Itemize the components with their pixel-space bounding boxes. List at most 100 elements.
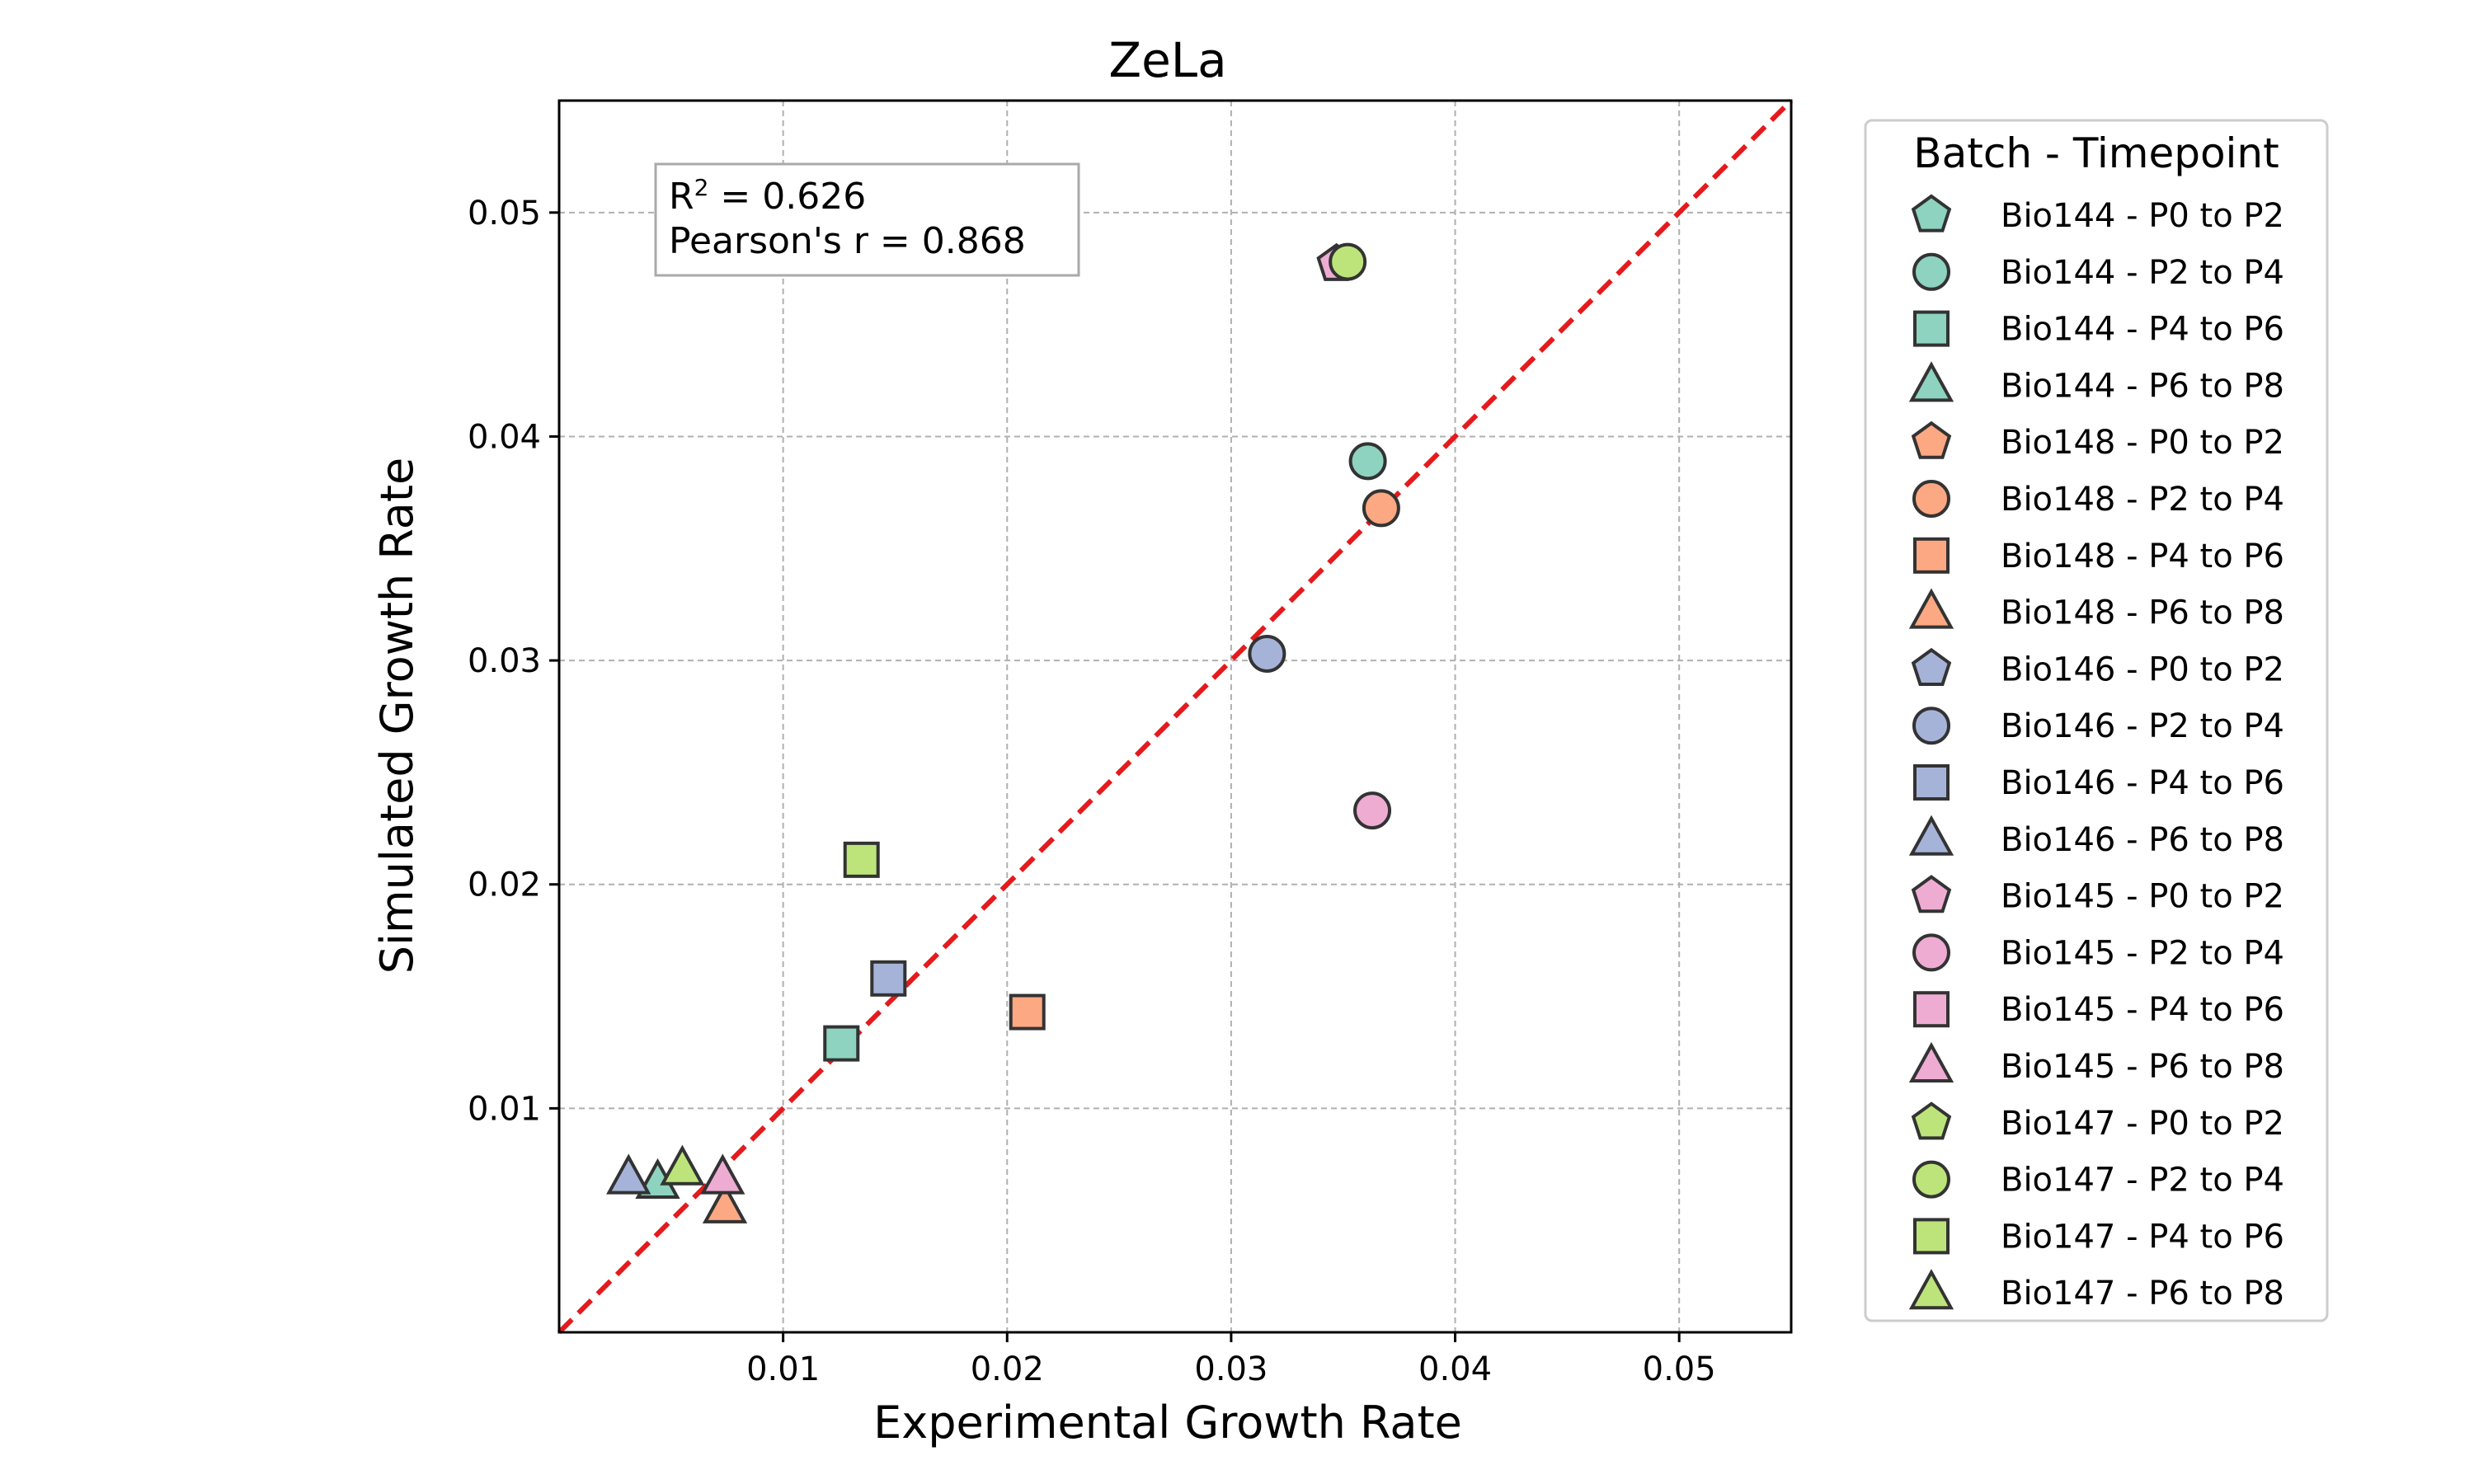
legend-label: Bio147 - P2 to P4 (2001, 1162, 2284, 1200)
legend-marker-square (1913, 991, 1950, 1028)
legend-marker-circle (1912, 933, 1950, 972)
legend-marker-circle (1912, 252, 1950, 291)
legend-item: Bio144 - P2 to P4 (1912, 252, 2284, 292)
point-bio146-p6-to-p8 (606, 1153, 651, 1195)
point-bio148-p6-to-p8 (702, 1182, 748, 1223)
legend-label: Bio147 - P6 to P8 (2001, 1275, 2284, 1313)
x-tick-label: 0.02 (971, 1350, 1044, 1388)
legend-item: Bio144 - P0 to P2 (1911, 194, 2284, 235)
legend-marker-square (1913, 764, 1950, 801)
y-tick-label: 0.02 (468, 866, 541, 904)
data-points (606, 242, 1400, 1223)
legend-item: Bio148 - P2 to P4 (1912, 480, 2284, 519)
legend-marker-pentagon (1911, 875, 1952, 913)
legend-label: Bio147 - P4 to P6 (2001, 1218, 2284, 1256)
legend-label: Bio145 - P2 to P4 (2001, 934, 2284, 972)
legend-label: Bio144 - P0 to P2 (2001, 197, 2284, 235)
y-tick-label: 0.03 (468, 642, 541, 680)
legend-item: Bio144 - P6 to P8 (1908, 361, 2284, 405)
legend-marker-pentagon (1911, 420, 1952, 459)
point-bio148-p2-to-p4 (1362, 489, 1400, 528)
legend-item: Bio146 - P2 to P4 (1912, 707, 2284, 745)
plot-frame (557, 99, 1793, 1334)
legend-marker-triangle (1908, 815, 1954, 856)
legend-title: Batch - Timepoint (1913, 129, 2279, 177)
stats-box-frame (654, 162, 1080, 277)
legend-item: Bio145 - P0 to P2 (1911, 875, 2284, 916)
legend-marker-triangle (1908, 1269, 1954, 1310)
legend-marker-triangle (1908, 588, 1954, 629)
legend-marker-triangle (1908, 1041, 1954, 1082)
legend-label: Bio145 - P4 to P6 (2001, 991, 2284, 1029)
legend-item: Bio147 - P2 to P4 (1912, 1160, 2284, 1200)
legend-label: Bio146 - P4 to P6 (2001, 764, 2284, 802)
legend-marker-pentagon (1911, 194, 1952, 232)
legend-marker-circle (1912, 707, 1950, 745)
x-axis-label: Experimental Growth Rate (873, 1397, 1462, 1449)
y-axis-label: Simulated Growth Rate (371, 458, 423, 974)
legend-label: Bio147 - P0 to P2 (2001, 1105, 2284, 1143)
legend-item: Bio147 - P4 to P6 (1913, 1218, 2284, 1256)
legend-label: Bio148 - P2 to P4 (2001, 481, 2284, 519)
legend-item: Bio145 - P6 to P8 (1908, 1041, 2284, 1086)
reference-line (557, 98, 1794, 1335)
point-bio144-p2-to-p4 (1348, 442, 1387, 481)
legend-marker-circle (1912, 1160, 1950, 1199)
point-bio147-p6-to-p8 (660, 1144, 705, 1186)
legend-item: Bio146 - P0 to P2 (1911, 647, 2284, 688)
legend-item: Bio145 - P4 to P6 (1913, 991, 2284, 1029)
legend-label: Bio148 - P6 to P8 (2001, 594, 2284, 632)
legend-item: Bio148 - P4 to P6 (1913, 537, 2284, 575)
legend-label: Bio145 - P6 to P8 (2001, 1048, 2284, 1086)
legend-marker-square (1913, 1218, 1950, 1255)
point-bio148-p4-to-p6 (1009, 993, 1046, 1031)
point-bio146-p2-to-p4 (1248, 634, 1286, 673)
legend-item: Bio148 - P6 to P8 (1908, 588, 2284, 632)
point-bio144-p4-to-p6 (823, 1025, 860, 1062)
stats-box: R2 = 0.626 Pearson's r = 0.868 (654, 162, 1080, 277)
point-bio145-p2-to-p4 (1353, 791, 1392, 830)
legend-items: Bio144 - P0 to P2 Bio144 - P2 to P4 Bio144… (1908, 194, 2284, 1313)
legend-label: Bio148 - P4 to P6 (2001, 538, 2284, 575)
legend-label: Bio148 - P0 to P2 (2001, 424, 2284, 462)
legend-marker-pentagon (1911, 647, 1952, 687)
legend-marker-square (1913, 310, 1950, 347)
reference-line-group (557, 98, 1794, 1335)
legend-item: Bio147 - P0 to P2 (1911, 1101, 2284, 1143)
y-tick-label: 0.01 (468, 1090, 541, 1128)
legend-label: Bio144 - P4 to P6 (2001, 311, 2284, 349)
y-tick-label: 0.04 (468, 418, 541, 456)
legend-item: Bio146 - P6 to P8 (1908, 815, 2284, 859)
legend-marker-circle (1912, 480, 1950, 518)
x-tick-label: 0.03 (1194, 1350, 1268, 1388)
axes: 0.01 0.02 0.03 0.04 0.05 0.01 0.02 0.03 0.04 0.05 (468, 99, 1793, 1388)
x-tick-label: 0.04 (1418, 1350, 1492, 1388)
legend-marker-pentagon (1911, 1101, 1952, 1140)
point-bio146-p4-to-p6 (870, 960, 907, 997)
point-bio145-p6-to-p8 (700, 1153, 745, 1195)
pearson-r-text: Pearson's r = 0.868 (669, 220, 1026, 262)
r-squared-text: R2 = 0.626 (669, 174, 866, 218)
legend-marker-square (1913, 537, 1950, 574)
legend-item: Bio146 - P4 to P6 (1913, 764, 2284, 802)
legend-item: Bio145 - P2 to P4 (1912, 933, 2284, 972)
grid (559, 101, 1791, 1332)
y-tick-label: 0.05 (468, 195, 541, 232)
legend-label: Bio144 - P2 to P4 (2001, 254, 2284, 292)
legend-label: Bio146 - P0 to P2 (2001, 650, 2284, 688)
point-bio147-p2-to-p4 (1329, 242, 1367, 281)
legend-label: Bio146 - P2 to P4 (2001, 707, 2284, 745)
legend-label: Bio146 - P6 to P8 (2001, 821, 2284, 859)
point-bio147-p4-to-p6 (843, 841, 880, 878)
legend-item: Bio147 - P6 to P8 (1908, 1269, 2284, 1313)
x-tick-label: 0.01 (746, 1350, 820, 1388)
legend-marker-triangle (1908, 361, 1954, 402)
legend-item: Bio144 - P4 to P6 (1913, 310, 2284, 349)
legend-label: Bio145 - P0 to P2 (2001, 878, 2284, 916)
legend-label: Bio144 - P6 to P8 (2001, 367, 2284, 405)
chart-title: ZeLa (1108, 32, 1226, 88)
legend-item: Bio148 - P0 to P2 (1911, 420, 2284, 462)
legend: Batch - Timepoint Bio144 - P0 to P2Bio14… (1864, 119, 2329, 1322)
x-tick-label: 0.05 (1643, 1350, 1716, 1388)
